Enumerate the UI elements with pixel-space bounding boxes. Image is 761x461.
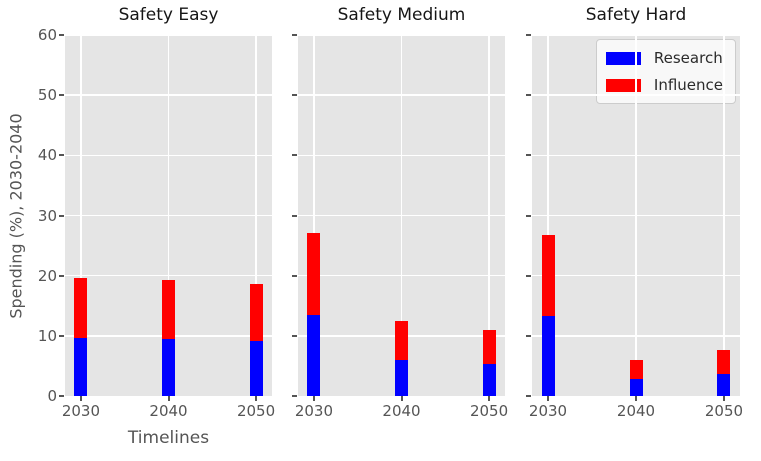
bar-2050-research [249,341,263,396]
x-tick-mark [312,396,315,401]
gridline-vertical [635,35,637,396]
bar-2030-research [541,315,555,396]
plot-area-safety-medium [298,34,505,396]
y-tick-label: 20 [37,266,57,285]
x-tick-label: 2030 [528,402,568,420]
y-tick-mark [292,154,297,157]
y-tick-mark [292,34,297,36]
legend-item-influence: Influence [605,76,723,94]
bar-2050-research [717,374,731,396]
y-tick-mark [526,395,531,397]
x-tick-mark [255,396,258,401]
x-tick-mark [400,396,403,401]
bar-2030-influence [74,278,88,338]
y-tick-label: 30 [37,206,57,225]
y-tick-mark [59,34,64,36]
bar-2050-research [482,364,496,396]
gridline-vertical [80,35,82,396]
gridline-vertical [255,35,257,396]
bar-2030-research [307,315,321,396]
legend: Research Influence [595,39,736,104]
y-tick-mark [292,94,297,97]
y-tick-mark [526,274,531,277]
legend-item-research: Research [605,49,723,67]
x-tick-label: 2050 [236,402,276,420]
y-tick-label: 50 [37,86,57,105]
x-tick-mark [79,396,82,401]
y-tick-label: 60 [37,26,57,44]
x-tick-label: 2030 [61,402,101,420]
bar-2050-influence [249,284,263,342]
y-tick-mark [292,334,297,337]
y-tick-mark [292,274,297,277]
y-tick-mark [526,34,531,36]
y-tick-mark [59,334,64,337]
bar-2030-influence [541,234,555,316]
bar-2050-influence [482,329,496,365]
y-tick-label: 0 [47,387,57,405]
y-tick-mark [526,214,531,217]
bar-2040-research [162,338,175,396]
bar-2050-influence [717,350,731,375]
y-tick-label: 40 [37,146,57,165]
y-tick-mark [59,395,64,397]
y-tick-mark [59,94,64,97]
subplot-title-safety-hard: Safety Hard [585,5,687,25]
x-tick-mark [635,396,637,401]
x-tick-label: 2040 [382,402,421,420]
subplot-title-safety-easy: Safety Easy [118,5,219,25]
bar-2030-influence [307,232,321,316]
y-tick-mark [292,214,297,217]
bar-2040-influence [162,279,175,339]
gridline-vertical [723,35,725,396]
x-tick-label: 2050 [469,402,509,420]
gridline-vertical [488,35,490,396]
bar-2040-influence [395,320,408,360]
bar-2040-influence [629,359,643,380]
y-tick-mark [59,274,64,277]
x-tick-label: 2040 [616,402,656,420]
x-tick-mark [488,396,491,401]
y-tick-mark [292,395,297,397]
y-tick-mark [59,154,64,157]
legend-swatch-influence-icon [605,78,641,92]
x-tick-label: 2050 [704,402,744,420]
legend-label-research: Research [653,49,723,67]
x-axis-label: Timelines [127,428,210,448]
x-tick-mark [167,396,170,401]
y-tick-mark [526,334,531,337]
y-tick-label: 10 [37,326,57,345]
y-tick-mark [526,94,531,97]
bar-2030-research [74,337,88,396]
gridline-vertical [547,35,549,396]
x-tick-mark [722,396,725,401]
y-tick-mark [526,154,531,157]
subplot-title-safety-medium: Safety Medium [337,5,466,25]
gridline-vertical [313,35,315,396]
gridline-vertical [400,35,403,396]
x-tick-label: 2030 [294,402,334,420]
gridline-vertical [167,35,170,396]
bar-2040-research [629,379,643,396]
x-tick-mark [547,396,550,401]
bar-2040-research [395,359,408,396]
y-tick-mark [59,214,64,217]
legend-swatch-research-icon [605,51,641,65]
x-tick-label: 2040 [149,402,188,420]
plot-area-safety-easy [65,34,272,396]
legend-label-influence: Influence [653,76,723,94]
plot-area-safety-hard: Research Influence [532,34,740,396]
